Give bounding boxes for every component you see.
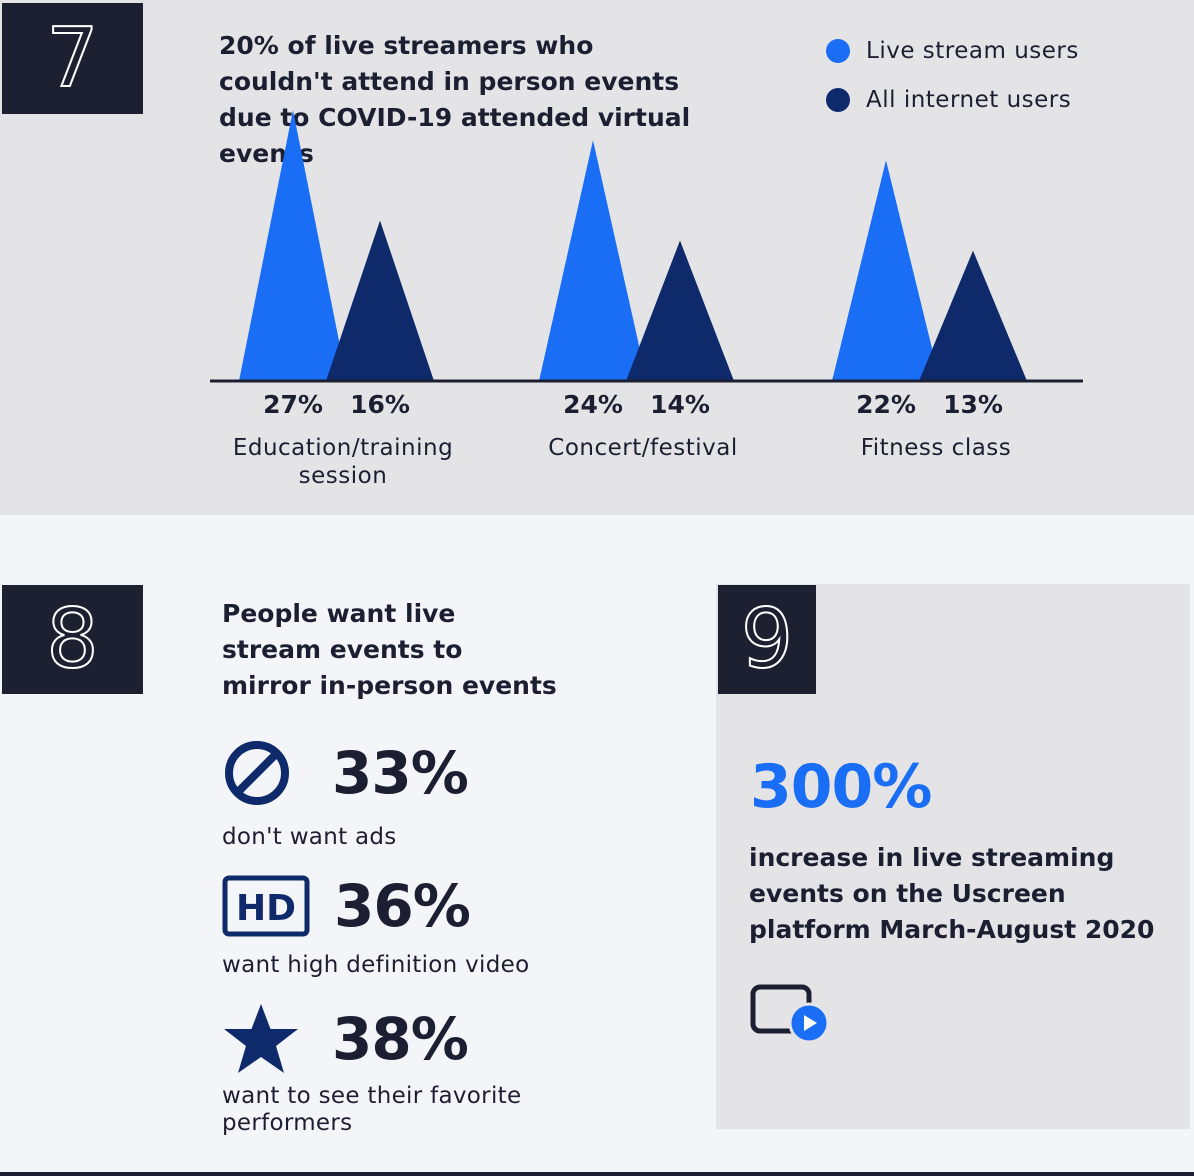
value-label: 27% [263, 390, 323, 419]
section-number-box: 7 [2, 3, 143, 114]
value-label: 13% [943, 390, 1003, 419]
legend-label-live: Live stream users [866, 37, 1079, 64]
stat-value: 33% [332, 739, 469, 807]
value-label: 24% [563, 390, 623, 419]
section-title: 20% of live streamers who couldn't atten… [219, 31, 691, 168]
stat-value: 300% [750, 752, 932, 822]
legend-item-live: Live stream users [826, 26, 1079, 75]
stat-hd: HD 36% [222, 872, 471, 940]
stat-caption: want high definition video [222, 952, 530, 978]
legend-dot-internet [826, 87, 850, 112]
section-number: 7 [45, 10, 99, 106]
title-line: stream events to [222, 635, 463, 664]
stat-no-ads: 33% [222, 738, 469, 808]
stat-description: increase in live streaming events on the… [749, 843, 1155, 944]
hd-icon: HD [222, 875, 310, 937]
stat-performers: 38% [222, 1002, 469, 1076]
triangle-mark [832, 160, 940, 381]
legend-label-internet: All internet users [866, 86, 1072, 113]
stat-value: 36% [334, 872, 471, 940]
value-label: 22% [856, 390, 916, 419]
legend-dot-live [826, 38, 850, 63]
stat-caption: want to see their favorite performers [222, 1083, 522, 1136]
title-line: People want live [222, 599, 456, 628]
no-ads-icon [225, 741, 289, 805]
triangle-mark [539, 140, 647, 381]
title-line: mirror in-person events [222, 671, 557, 700]
stat-value: 38% [332, 1005, 469, 1073]
section-number-box: 9 [718, 585, 816, 694]
category-label: Concert/festival [548, 435, 737, 461]
triangle-mark [326, 220, 434, 381]
category-label: Fitness class [861, 435, 1012, 461]
value-label: 14% [650, 390, 710, 419]
bottom-border [0, 1172, 1194, 1176]
section-number: 9 [740, 591, 794, 687]
chart-legend: Live stream users All internet users [826, 26, 1079, 124]
category-label: session [299, 463, 388, 489]
star-icon [224, 1004, 298, 1073]
triangle-mark [239, 110, 347, 381]
section-title: People want live stream events to mirror… [222, 596, 562, 704]
category-label: Education/training [233, 435, 453, 461]
section-number-box: 8 [2, 585, 143, 694]
section-number: 8 [45, 591, 99, 687]
value-label: 16% [350, 390, 410, 419]
triangle-mark [919, 250, 1027, 381]
legend-item-internet: All internet users [826, 75, 1079, 124]
hd-icon-text: HD [236, 888, 296, 929]
video-play-icon [750, 984, 830, 1044]
triangle-mark [626, 240, 734, 381]
stat-caption: don't want ads [222, 824, 397, 850]
